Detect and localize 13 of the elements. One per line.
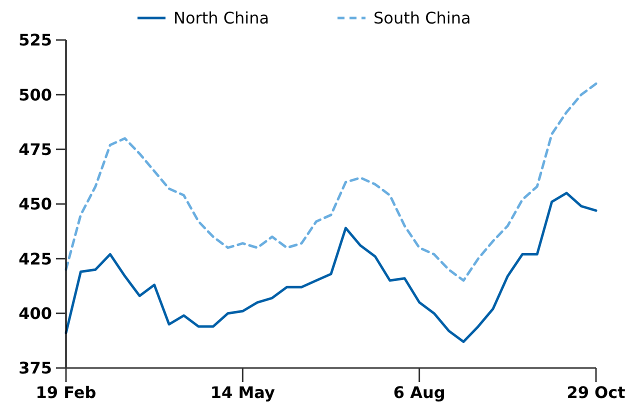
y-tick-label: 450 bbox=[18, 194, 52, 214]
x-tick-label: 29 Oct bbox=[566, 383, 626, 402]
y-tick-label: 500 bbox=[18, 85, 52, 104]
y-tick-label: 400 bbox=[18, 304, 52, 323]
y-tick-label: 425 bbox=[18, 249, 52, 268]
x-tick-label: 19 Feb bbox=[36, 383, 96, 402]
legend-label: South China bbox=[374, 8, 471, 28]
x-tick-label: 14 May bbox=[210, 383, 276, 402]
y-tick-label: 375 bbox=[18, 358, 52, 378]
y-tick-label: 475 bbox=[18, 140, 52, 159]
y-tick-label: 525 bbox=[18, 30, 52, 50]
legend-label: North China bbox=[174, 8, 270, 28]
x-tick-label: 6 Aug bbox=[393, 383, 446, 402]
